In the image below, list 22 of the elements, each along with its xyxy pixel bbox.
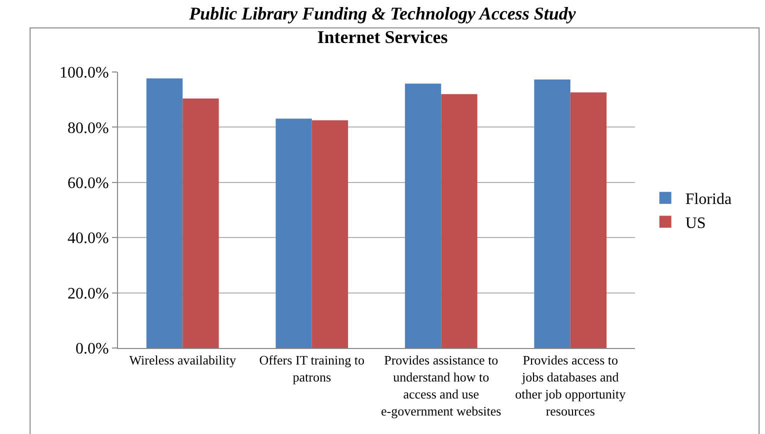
y-tick-label: 80.0% [67, 120, 109, 137]
x-tick-label: Provides access to jobs databases and other job opportunity resources [515, 352, 626, 418]
y-tick-label: 0.0% [75, 340, 109, 358]
bar [312, 120, 348, 348]
x-tick-label: Provides assistance to understand how to access and use e-government websites [381, 352, 502, 418]
legend-label: Florida [685, 191, 732, 208]
y-tick-label: 40.0% [67, 230, 109, 248]
y-tick-label: 100.0% [59, 64, 109, 82]
legend-label: US [685, 214, 706, 232]
chart-subtitle: Internet Services [317, 26, 448, 47]
x-tick-label: Offers IT training to patrons [259, 352, 365, 384]
y-tick-label: 60.0% [67, 175, 109, 192]
chart-title: Public Library Funding & Technology Access Study [188, 4, 577, 24]
bar [404, 84, 442, 348]
bar [276, 118, 312, 348]
x-tick-label: Wireless availability [129, 352, 236, 368]
bar [146, 78, 183, 348]
y-tick-label: 20.0% [67, 285, 109, 302]
bar [182, 98, 219, 348]
bar [534, 79, 570, 348]
bar [570, 92, 607, 348]
bar [441, 94, 478, 348]
